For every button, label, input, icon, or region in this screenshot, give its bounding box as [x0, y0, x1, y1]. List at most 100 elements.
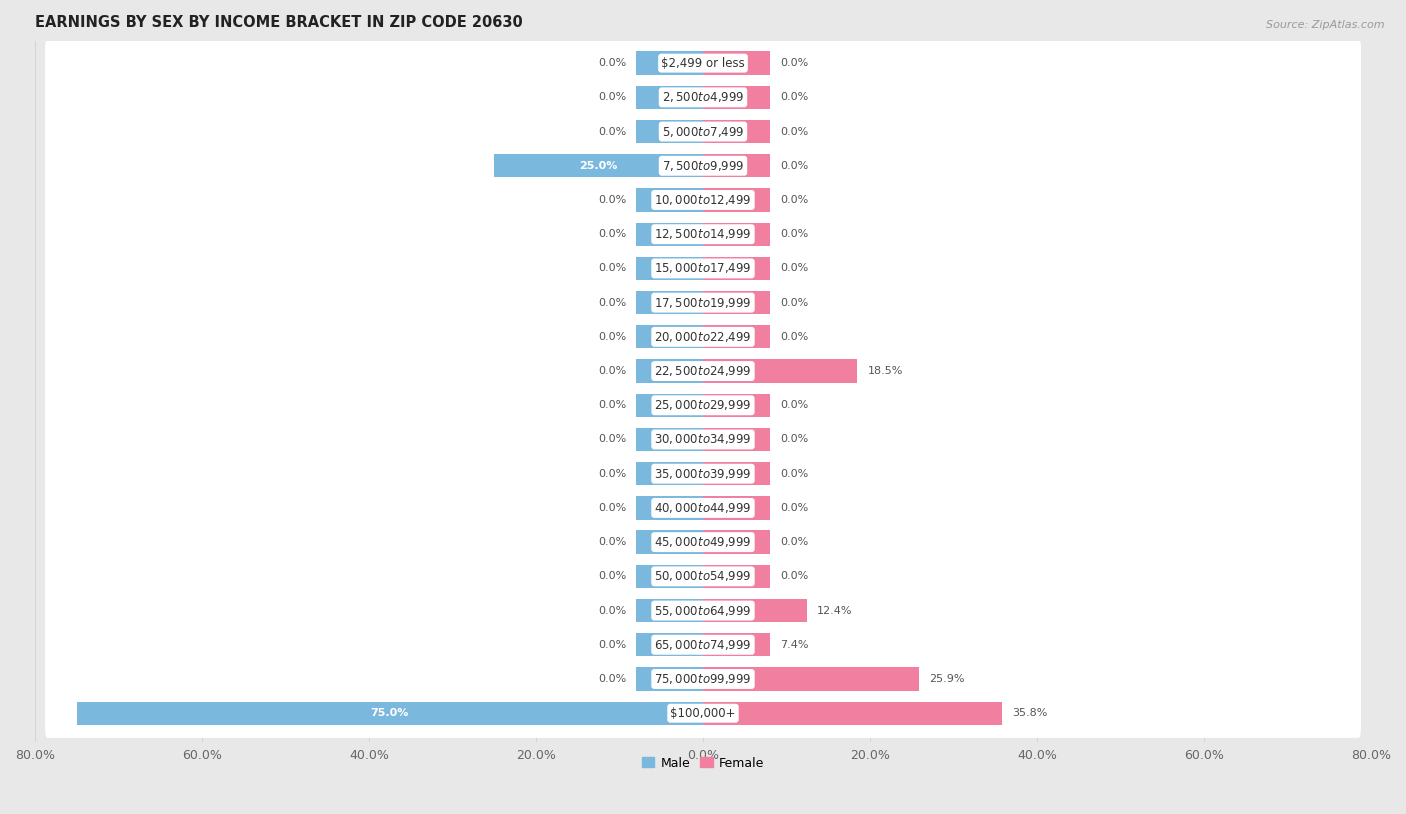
- Bar: [703, 154, 770, 177]
- Text: 0.0%: 0.0%: [780, 161, 808, 171]
- Text: 0.0%: 0.0%: [780, 571, 808, 581]
- Text: 0.0%: 0.0%: [780, 58, 808, 68]
- Bar: [636, 633, 703, 656]
- Text: $50,000 to $54,999: $50,000 to $54,999: [654, 569, 752, 584]
- Text: 0.0%: 0.0%: [598, 469, 626, 479]
- Bar: [703, 360, 858, 383]
- Bar: [703, 428, 770, 451]
- Bar: [703, 599, 807, 622]
- Bar: [636, 326, 703, 348]
- FancyBboxPatch shape: [45, 175, 1361, 225]
- Text: $75,000 to $99,999: $75,000 to $99,999: [654, 672, 752, 686]
- Text: 0.0%: 0.0%: [780, 195, 808, 205]
- Bar: [703, 326, 770, 348]
- Text: 25.9%: 25.9%: [929, 674, 965, 684]
- FancyBboxPatch shape: [45, 381, 1361, 430]
- Bar: [495, 154, 703, 177]
- FancyBboxPatch shape: [45, 415, 1361, 464]
- Text: 0.0%: 0.0%: [598, 640, 626, 650]
- Text: 0.0%: 0.0%: [598, 58, 626, 68]
- FancyBboxPatch shape: [45, 38, 1361, 88]
- FancyBboxPatch shape: [45, 141, 1361, 190]
- Bar: [703, 531, 770, 554]
- Text: 0.0%: 0.0%: [780, 537, 808, 547]
- Bar: [703, 120, 770, 143]
- Bar: [703, 667, 920, 690]
- Text: 0.0%: 0.0%: [598, 503, 626, 513]
- FancyBboxPatch shape: [45, 552, 1361, 601]
- Text: 0.0%: 0.0%: [598, 674, 626, 684]
- Bar: [636, 394, 703, 417]
- FancyBboxPatch shape: [45, 313, 1361, 361]
- Text: $5,000 to $7,499: $5,000 to $7,499: [662, 125, 744, 138]
- Bar: [703, 291, 770, 314]
- Bar: [636, 497, 703, 519]
- Text: 0.0%: 0.0%: [780, 332, 808, 342]
- FancyBboxPatch shape: [45, 449, 1361, 498]
- Text: EARNINGS BY SEX BY INCOME BRACKET IN ZIP CODE 20630: EARNINGS BY SEX BY INCOME BRACKET IN ZIP…: [35, 15, 523, 30]
- Text: 75.0%: 75.0%: [371, 708, 409, 718]
- Legend: Male, Female: Male, Female: [637, 751, 769, 775]
- FancyBboxPatch shape: [45, 654, 1361, 703]
- Bar: [636, 667, 703, 690]
- Text: 18.5%: 18.5%: [868, 366, 903, 376]
- Text: 0.0%: 0.0%: [780, 298, 808, 308]
- Text: 0.0%: 0.0%: [598, 571, 626, 581]
- Text: $2,500 to $4,999: $2,500 to $4,999: [662, 90, 744, 104]
- Bar: [703, 222, 770, 246]
- Bar: [636, 85, 703, 109]
- Text: $65,000 to $74,999: $65,000 to $74,999: [654, 638, 752, 652]
- FancyBboxPatch shape: [45, 107, 1361, 156]
- Bar: [703, 85, 770, 109]
- Bar: [636, 120, 703, 143]
- FancyBboxPatch shape: [45, 278, 1361, 327]
- Text: 0.0%: 0.0%: [598, 366, 626, 376]
- FancyBboxPatch shape: [45, 72, 1361, 122]
- Text: 0.0%: 0.0%: [780, 264, 808, 274]
- Text: 0.0%: 0.0%: [780, 92, 808, 103]
- Text: 25.0%: 25.0%: [579, 161, 617, 171]
- Bar: [636, 51, 703, 75]
- Bar: [703, 462, 770, 485]
- Text: 0.0%: 0.0%: [598, 230, 626, 239]
- Text: $12,500 to $14,999: $12,500 to $14,999: [654, 227, 752, 241]
- Text: 0.0%: 0.0%: [780, 503, 808, 513]
- FancyBboxPatch shape: [45, 586, 1361, 635]
- Bar: [703, 188, 770, 212]
- Text: 0.0%: 0.0%: [780, 469, 808, 479]
- Bar: [636, 428, 703, 451]
- Text: $45,000 to $49,999: $45,000 to $49,999: [654, 535, 752, 549]
- Text: 0.0%: 0.0%: [598, 606, 626, 615]
- Bar: [703, 633, 770, 656]
- Bar: [703, 497, 770, 519]
- Text: $7,500 to $9,999: $7,500 to $9,999: [662, 159, 744, 173]
- Text: 35.8%: 35.8%: [1012, 708, 1047, 718]
- Bar: [703, 256, 770, 280]
- Text: 0.0%: 0.0%: [598, 195, 626, 205]
- FancyBboxPatch shape: [45, 689, 1361, 737]
- Text: $22,500 to $24,999: $22,500 to $24,999: [654, 364, 752, 378]
- Text: $15,000 to $17,499: $15,000 to $17,499: [654, 261, 752, 275]
- Bar: [636, 222, 703, 246]
- Text: 0.0%: 0.0%: [780, 400, 808, 410]
- Text: 0.0%: 0.0%: [598, 264, 626, 274]
- Text: 0.0%: 0.0%: [598, 92, 626, 103]
- Text: $2,499 or less: $2,499 or less: [661, 57, 745, 70]
- Text: $55,000 to $64,999: $55,000 to $64,999: [654, 603, 752, 618]
- Text: $25,000 to $29,999: $25,000 to $29,999: [654, 398, 752, 412]
- FancyBboxPatch shape: [45, 620, 1361, 669]
- Bar: [636, 462, 703, 485]
- Bar: [77, 702, 703, 724]
- Bar: [636, 291, 703, 314]
- Text: $20,000 to $22,499: $20,000 to $22,499: [654, 330, 752, 344]
- FancyBboxPatch shape: [45, 209, 1361, 259]
- Bar: [636, 599, 703, 622]
- Text: 0.0%: 0.0%: [780, 126, 808, 137]
- Text: 0.0%: 0.0%: [598, 298, 626, 308]
- Bar: [636, 531, 703, 554]
- Text: $17,500 to $19,999: $17,500 to $19,999: [654, 295, 752, 309]
- FancyBboxPatch shape: [45, 347, 1361, 396]
- Bar: [636, 565, 703, 588]
- Text: 0.0%: 0.0%: [598, 537, 626, 547]
- Bar: [636, 188, 703, 212]
